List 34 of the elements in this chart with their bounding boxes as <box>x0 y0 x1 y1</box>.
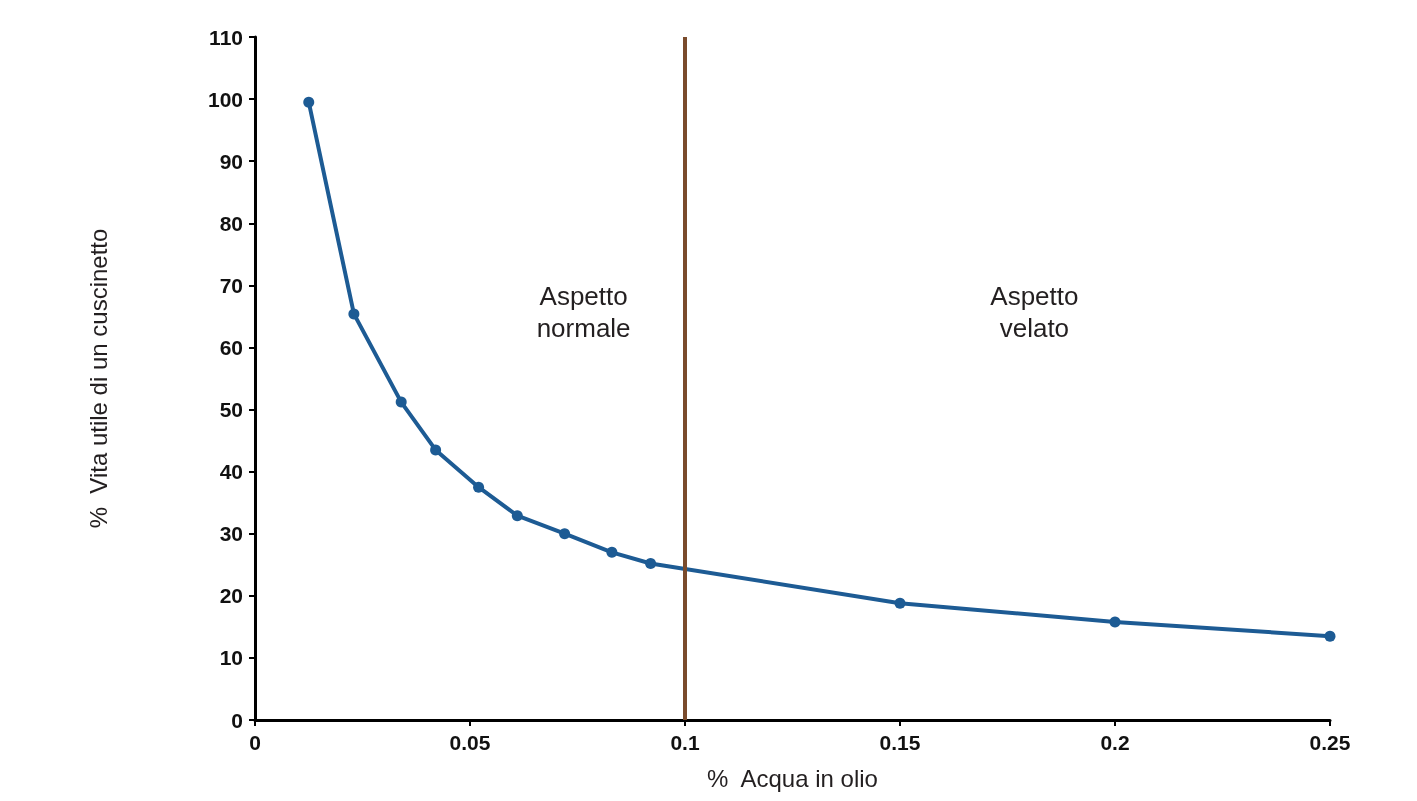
x-tick-label: 0.25 <box>1309 731 1351 754</box>
annotation: Aspetto velato <box>990 281 1079 344</box>
y-tick-label: 70 <box>219 273 243 297</box>
annotation: Aspetto normale <box>536 281 631 344</box>
point <box>606 546 618 558</box>
y-tick-label: 50 <box>219 398 243 422</box>
point <box>303 96 315 108</box>
y-tick-label: 90 <box>219 149 243 173</box>
point <box>348 308 360 320</box>
x-tick-label: 0.2 <box>1100 731 1130 754</box>
x-tick-label: 0.15 <box>879 731 921 754</box>
point <box>894 597 906 609</box>
point <box>1324 630 1336 642</box>
point <box>645 558 657 570</box>
y-tick-label: 80 <box>219 211 243 235</box>
point <box>511 510 523 522</box>
point <box>430 444 442 456</box>
x-tick-label: 0.05 <box>449 731 491 754</box>
y-tick-label: 110 <box>209 25 243 49</box>
point <box>559 528 571 540</box>
x-axis-title: % Acqua in olio <box>707 764 878 792</box>
y-tick-label: 10 <box>219 646 243 670</box>
point <box>395 396 407 408</box>
y-tick-label: 100 <box>207 87 243 111</box>
y-axis-title: % Vita utile di un cuscinetto <box>84 228 112 529</box>
point <box>1109 616 1121 628</box>
x-tick-label: 0.1 <box>670 731 700 754</box>
y-tick-label: 60 <box>219 335 243 359</box>
x-tick-label: 0 <box>249 731 261 754</box>
y-tick-label: 0 <box>231 708 243 732</box>
y-tick-label: 40 <box>219 460 243 484</box>
y-tick-label: 20 <box>219 584 243 608</box>
y-tick-label: 30 <box>219 522 243 546</box>
point <box>473 481 485 493</box>
